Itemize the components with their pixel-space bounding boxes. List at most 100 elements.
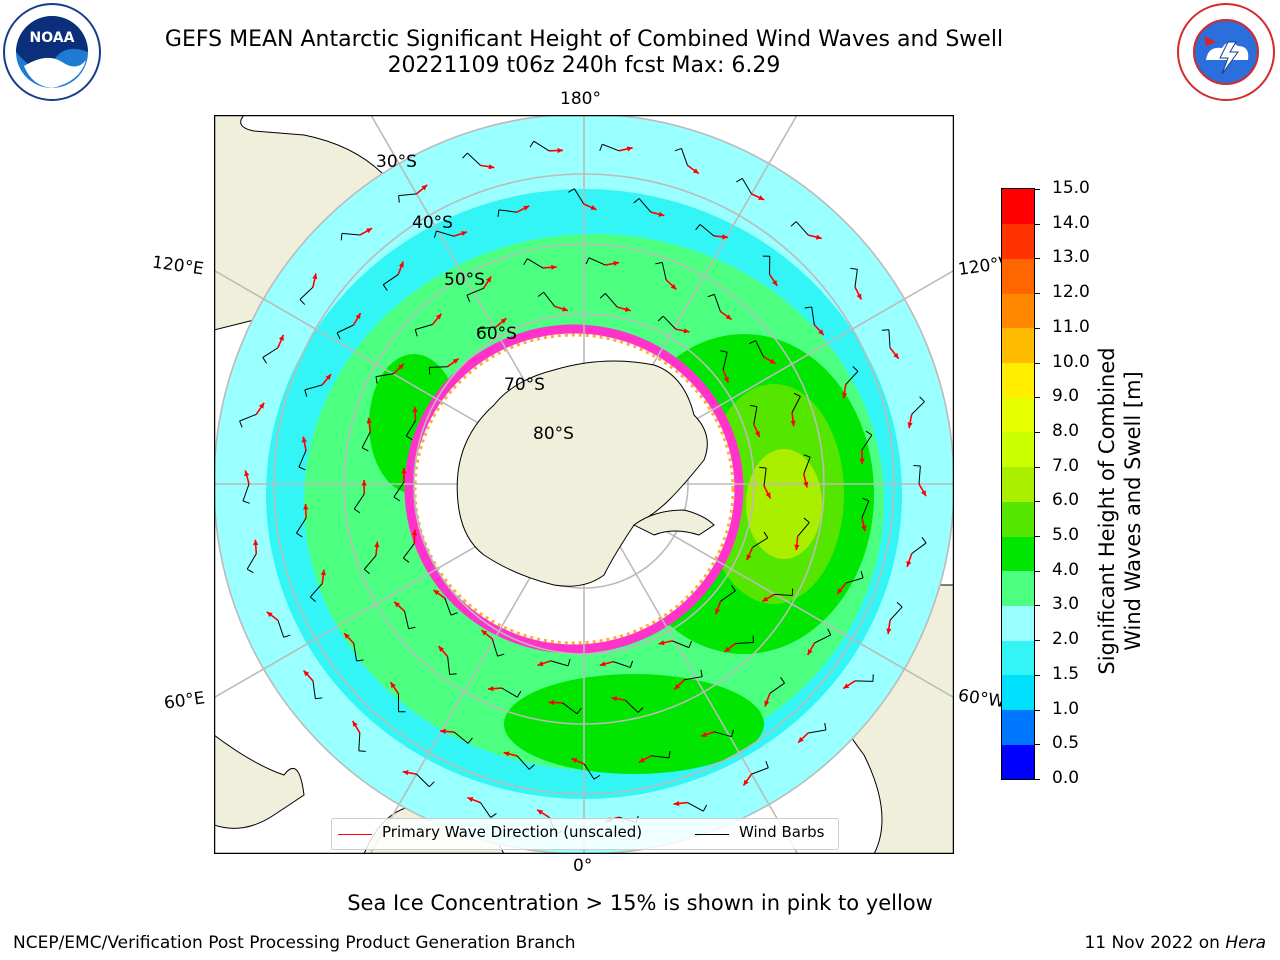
colorbar-tick-mark xyxy=(1034,362,1040,364)
colorbar-tick-mark xyxy=(1034,744,1040,746)
wind-barb xyxy=(533,140,550,152)
wave-arrow-head xyxy=(487,686,494,692)
wind-barb xyxy=(918,466,921,485)
wave-arrow-head xyxy=(893,352,899,359)
legend-wave-label: Primary Wave Direction (unscaled) xyxy=(382,823,643,841)
colorbar-label-line1: Significant Height of Combined xyxy=(1095,347,1119,675)
colorbar xyxy=(1001,188,1035,780)
wind-barb-flag xyxy=(406,435,413,441)
colorbar-tick-label: 8.0 xyxy=(1052,420,1080,441)
wind-barb xyxy=(416,773,430,788)
wind-barb xyxy=(662,315,677,330)
wind-barb-flag xyxy=(850,267,858,270)
wind-barb xyxy=(543,291,556,307)
colorbar-segment xyxy=(1002,570,1034,606)
sea-ice-note: Sea Ice Concentration > 15% is shown in … xyxy=(347,891,933,915)
wind-barb xyxy=(687,802,704,812)
wind-barb-flag xyxy=(567,659,571,667)
wind-barb xyxy=(299,286,314,300)
map-subtitle: 20221109 t06z 240h fcst Max: 6.29 xyxy=(387,53,781,78)
wave-arrow-head xyxy=(724,646,731,653)
wave-arrow-head xyxy=(886,628,892,635)
wind-barb-flag xyxy=(568,188,575,193)
colorbar-tick-label: 1.5 xyxy=(1052,663,1080,684)
wind-barb-flag xyxy=(629,660,634,668)
colorbar-tick-mark xyxy=(1034,258,1040,260)
colorbar-tick-mark xyxy=(1034,327,1040,329)
colorbar-tick-mark xyxy=(1034,431,1040,433)
colorbar-tick-label: 5.0 xyxy=(1052,525,1080,546)
wind-barb-flag xyxy=(765,761,769,768)
wind-barb-flag xyxy=(633,198,640,204)
wave-arrow-head xyxy=(551,264,557,270)
wave-arrow-head xyxy=(722,234,728,240)
wave-arrow-head xyxy=(815,234,822,240)
wind-barb-flag xyxy=(414,329,418,337)
polar-map xyxy=(214,115,954,854)
wind-barb-flag xyxy=(528,764,535,770)
wave-arrow-head xyxy=(725,314,732,320)
wind-barb-flag xyxy=(315,697,323,700)
wind-barb-flag xyxy=(497,209,500,217)
wind-barb xyxy=(774,593,793,596)
wind-barb xyxy=(246,553,257,570)
colorbar-tick-mark xyxy=(1034,605,1040,607)
wind-barb xyxy=(447,656,451,675)
wind-barb-flag xyxy=(921,536,927,544)
wind-barb xyxy=(752,537,768,548)
wind-barb xyxy=(861,434,873,451)
legend: Primary Wave Direction (unscaled) Wind B… xyxy=(331,818,839,850)
wave-arrow-head xyxy=(769,358,776,364)
wind-barb xyxy=(751,767,769,775)
wind-barb-flag xyxy=(824,722,827,731)
wave-arrow-head xyxy=(692,168,699,174)
lon-label-lower-left: 60°E xyxy=(162,688,207,714)
host-name: Hera xyxy=(1225,933,1266,953)
wind-barb xyxy=(753,406,758,425)
wind-barb-flag xyxy=(298,466,306,471)
wave-arrow-head xyxy=(723,376,729,383)
wind-barb-flag xyxy=(363,568,370,575)
colorbar-tick-mark xyxy=(1034,570,1040,572)
date-text: 11 Nov 2022 on xyxy=(1084,933,1226,953)
colorbar-tick-label: 1.0 xyxy=(1052,698,1080,719)
colorbar-tick-mark xyxy=(1034,709,1040,711)
wave-arrow-head xyxy=(303,670,310,677)
wind-barb xyxy=(684,676,703,681)
wind-barb xyxy=(681,148,688,166)
wave-arrow-head xyxy=(765,492,771,499)
colorbar-segment xyxy=(1002,501,1034,537)
wave-arrow-head xyxy=(344,633,350,639)
wave-arrow-head xyxy=(562,306,569,312)
wave-arrow-head xyxy=(818,329,824,336)
wind-barb-flag xyxy=(537,291,544,297)
wave-arrow-head xyxy=(537,661,544,667)
colorbar-tick-mark xyxy=(1034,779,1040,780)
colorbar-tick-mark xyxy=(1034,536,1040,538)
wind-barb xyxy=(741,178,752,195)
wind-barb-flag xyxy=(749,340,756,345)
antarctica-coast xyxy=(456,360,708,587)
wind-barb xyxy=(491,638,499,657)
wind-barb-flag xyxy=(462,152,468,159)
wave-arrow-head xyxy=(807,649,813,656)
wave-arrow-head xyxy=(626,146,633,152)
wave-arrow-head xyxy=(278,334,284,341)
wind-barb-flag xyxy=(865,430,873,436)
lat-label-80s: 80°S xyxy=(533,424,574,444)
wave-arrow-head xyxy=(355,313,361,320)
sea-ice-edge-pink xyxy=(404,324,744,654)
wind-barb-flag xyxy=(852,366,859,372)
wave-arrow-head xyxy=(841,392,848,399)
wave-band-4-5m-south xyxy=(504,674,764,774)
wind-barb xyxy=(795,221,809,236)
wind-barb xyxy=(769,682,785,694)
wind-barb xyxy=(811,306,815,325)
wind-barb-flag xyxy=(736,177,743,183)
wind-barb-flag xyxy=(702,804,708,812)
colorbar-tick-mark xyxy=(1034,189,1040,190)
lat-label-40s: 40°S xyxy=(412,213,453,233)
wind-barb-flag xyxy=(731,729,735,737)
wave-arrow-head xyxy=(303,503,309,510)
noaa-logo-text: NOAA xyxy=(30,30,75,46)
